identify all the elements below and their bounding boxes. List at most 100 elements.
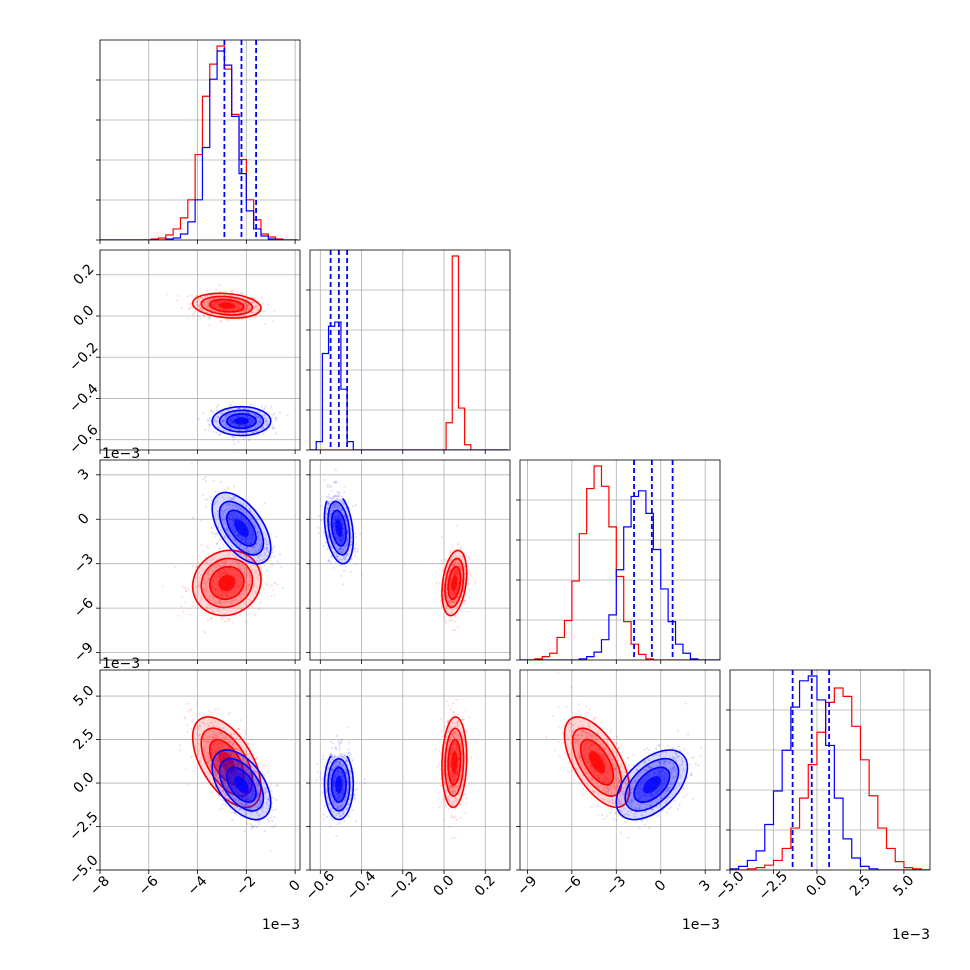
scatter-point bbox=[219, 480, 222, 484]
scatter-point bbox=[455, 524, 458, 527]
x-tick-label: −6 bbox=[136, 873, 162, 899]
scatter-point bbox=[359, 532, 362, 535]
scatter-point bbox=[438, 806, 441, 809]
panel-frame bbox=[309, 249, 511, 451]
scatter-point bbox=[440, 730, 443, 733]
scatter-point bbox=[457, 543, 460, 546]
scatter-point bbox=[190, 305, 193, 308]
scatter-point bbox=[212, 479, 215, 482]
scatter-point bbox=[261, 310, 265, 313]
scatter-point bbox=[273, 309, 276, 312]
scatter-point bbox=[363, 777, 366, 780]
scatter-point bbox=[189, 613, 192, 616]
scatter-point bbox=[251, 825, 255, 829]
scatter-point bbox=[219, 320, 222, 323]
scatter-point bbox=[204, 304, 207, 307]
scatter-point bbox=[233, 724, 236, 727]
contour-ellipse bbox=[234, 417, 249, 425]
panel-frame bbox=[99, 459, 301, 661]
scatter-point bbox=[249, 436, 252, 439]
scatter-point bbox=[187, 783, 190, 787]
scatter-point bbox=[244, 732, 247, 735]
scatter-point bbox=[189, 755, 193, 759]
scatter-point bbox=[464, 709, 467, 712]
scatter-point bbox=[343, 485, 346, 488]
scatter-point bbox=[270, 556, 273, 559]
panel-2-1 bbox=[306, 459, 511, 664]
scatter-point bbox=[239, 718, 242, 722]
scatter-point bbox=[180, 306, 183, 309]
scatter-point bbox=[212, 430, 215, 433]
scatter-point bbox=[191, 564, 194, 567]
scatter-point bbox=[317, 526, 320, 529]
scatter-point bbox=[232, 553, 235, 556]
scatter-point bbox=[209, 495, 212, 498]
scatter-point bbox=[208, 323, 211, 327]
scatter-point bbox=[239, 732, 242, 736]
scatter-point bbox=[264, 309, 267, 312]
scatter-point bbox=[434, 748, 437, 751]
scatter-point bbox=[205, 301, 208, 304]
scatter-point bbox=[251, 757, 254, 760]
scatter-point bbox=[187, 317, 190, 320]
scatter-point bbox=[178, 744, 181, 747]
scatter-point bbox=[275, 432, 278, 435]
scatter-point bbox=[209, 298, 213, 301]
scatter-point bbox=[272, 412, 276, 416]
scatter-point bbox=[196, 303, 199, 306]
scatter-point bbox=[468, 558, 471, 561]
scatter-point bbox=[356, 550, 359, 553]
scatter-point bbox=[260, 405, 264, 408]
scatter-point bbox=[227, 486, 230, 490]
scatter-point bbox=[340, 495, 344, 498]
scatter-point bbox=[208, 308, 211, 311]
scatter-point bbox=[245, 306, 249, 309]
scatter-point bbox=[232, 557, 236, 560]
scatter-point bbox=[207, 547, 210, 550]
scatter-point bbox=[232, 736, 235, 739]
scatter-point bbox=[321, 791, 324, 794]
scatter-point bbox=[448, 616, 451, 619]
scatter-point bbox=[450, 619, 453, 622]
scatter-point bbox=[463, 599, 466, 602]
scatter-point bbox=[278, 553, 282, 556]
scatter-point bbox=[221, 803, 224, 806]
scatter-point bbox=[206, 618, 209, 622]
scatter-point bbox=[191, 516, 194, 520]
scatter-point bbox=[218, 727, 221, 730]
scatter-point bbox=[354, 546, 357, 550]
scatter-point bbox=[262, 433, 265, 436]
scatter-point bbox=[212, 524, 216, 527]
scatter-point bbox=[453, 836, 456, 840]
scatter-point bbox=[445, 805, 448, 808]
scatter-point bbox=[254, 757, 258, 760]
scatter-point bbox=[200, 543, 203, 547]
scatter-point bbox=[235, 813, 238, 816]
panel-1-0 bbox=[96, 249, 301, 454]
panel-0-0 bbox=[96, 39, 301, 244]
scatter-point bbox=[204, 631, 207, 634]
scatter-point bbox=[281, 586, 284, 590]
scatter-point bbox=[192, 770, 195, 773]
scatter-point bbox=[199, 519, 202, 522]
scatter-point bbox=[227, 619, 231, 622]
scatter-point bbox=[210, 617, 213, 620]
scatter-point bbox=[274, 581, 277, 584]
scatter-point bbox=[187, 307, 191, 311]
scatter-point bbox=[335, 747, 338, 750]
y-tick-label: 0.0 bbox=[70, 770, 97, 797]
scatter-point bbox=[207, 419, 210, 422]
panel-1-1 bbox=[306, 249, 511, 454]
scatter-point bbox=[187, 303, 190, 306]
scatter-point bbox=[468, 570, 471, 574]
scatter-point bbox=[438, 749, 441, 752]
scatter-point bbox=[186, 730, 190, 733]
scatter-point bbox=[342, 583, 345, 586]
y-tick-label: 2.5 bbox=[70, 726, 97, 753]
scatter-point bbox=[443, 616, 446, 619]
y-tick-label: 0.2 bbox=[70, 261, 97, 288]
hist-series-blue bbox=[100, 50, 298, 240]
scatter-point bbox=[276, 560, 279, 563]
scatter-point bbox=[265, 569, 268, 572]
scatter-point bbox=[195, 703, 199, 706]
